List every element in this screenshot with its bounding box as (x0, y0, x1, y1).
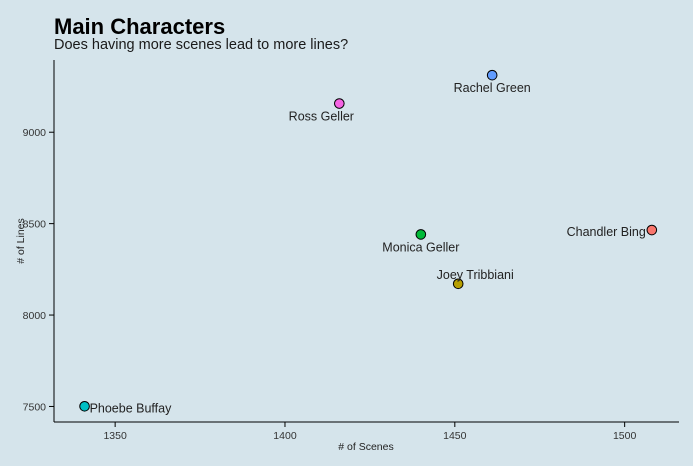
point-label: Monica Geller (382, 240, 459, 254)
y-tick-label: 8000 (23, 310, 47, 322)
chart-title: Main Characters (54, 14, 226, 39)
x-tick-label: 1400 (273, 430, 297, 442)
x-tick-label: 1500 (613, 430, 637, 442)
y-tick-label: 7500 (23, 401, 47, 413)
chart-subtitle: Does having more scenes lead to more lin… (54, 37, 349, 53)
data-point (646, 224, 658, 236)
x-tick-label: 1450 (443, 430, 467, 442)
point-label: Phoebe Buffay (90, 401, 173, 415)
data-point (334, 98, 345, 109)
data-points: Rachel Green Ross Geller Chandler Bing Moni… (79, 69, 658, 415)
data-point (486, 69, 498, 81)
data-point (415, 229, 427, 240)
axis-ticks: 1350 1400 1450 1500 7500 8000 8500 9000 (23, 127, 637, 442)
y-tick-label: 8500 (23, 219, 47, 231)
x-axis-title: # of Scenes (338, 441, 393, 453)
y-axis-title: # of Lines (15, 218, 27, 264)
point-label: Rachel Green (454, 81, 531, 95)
y-tick-label: 9000 (23, 127, 47, 139)
point-label: Ross Geller (289, 110, 354, 124)
data-point (79, 400, 90, 412)
data-point (452, 278, 464, 290)
point-label: Chandler Bing (567, 225, 646, 239)
point-label: Joey Tribbiani (437, 268, 514, 282)
x-tick-label: 1350 (103, 430, 127, 442)
